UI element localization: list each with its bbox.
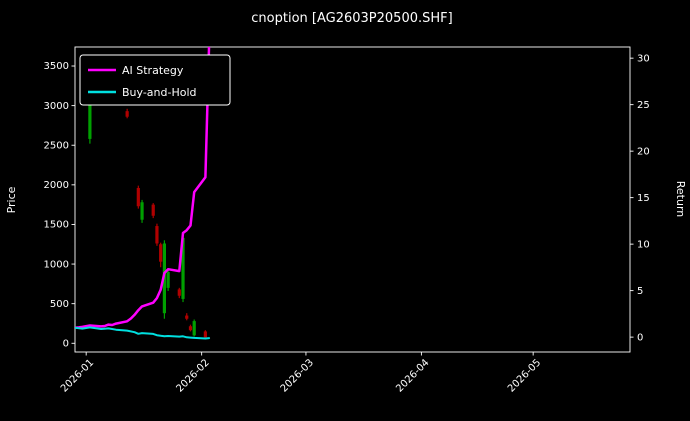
- x-axis-ticks: 2026-01 2026-02 2026-03 2026-04 2026-05: [59, 352, 543, 395]
- legend: AI Strategy Buy-and-Hold: [79, 54, 231, 106]
- left-tick-label: 500: [50, 299, 69, 310]
- series-line-1: [75, 326, 211, 340]
- candle-body: [203, 331, 207, 338]
- x-tick-label: 2026-04: [394, 357, 431, 394]
- left-tick-label: 3500: [44, 61, 69, 72]
- candle-body: [151, 204, 155, 216]
- right-tick-label: 30: [637, 53, 650, 64]
- left-tick-label: 1000: [44, 259, 69, 270]
- left-axis-label: Price: [5, 186, 18, 213]
- legend-box: [79, 54, 231, 106]
- left-tick-label: 0: [63, 338, 69, 349]
- right-tick-label: 20: [637, 146, 650, 157]
- candle-body: [177, 289, 181, 296]
- candle-body: [136, 188, 140, 207]
- plot-area-frame: [74, 46, 631, 353]
- x-tick-label: 2026-02: [174, 357, 211, 394]
- left-tick-label: 1500: [44, 220, 69, 231]
- x-tick-label: 2026-03: [279, 357, 316, 394]
- x-tick-label: 2026-01: [59, 357, 96, 394]
- candle-body: [159, 244, 163, 262]
- candle-body: [181, 237, 185, 299]
- right-tick-label: 25: [637, 100, 650, 111]
- candle-body: [192, 321, 196, 336]
- candle-body: [188, 326, 193, 331]
- left-axis-ticks: 0 500 1000 1500 2000 2500 3000 3500: [44, 61, 75, 349]
- left-tick-label: 2500: [44, 140, 69, 151]
- left-tick-label: 2000: [44, 180, 69, 191]
- right-tick-label: 10: [637, 239, 650, 250]
- candle-body: [166, 271, 170, 288]
- legend-label-buy-and-hold: Buy-and-Hold: [122, 86, 197, 99]
- candle-body: [88, 103, 92, 139]
- candle-body: [125, 111, 129, 117]
- right-tick-label: 15: [637, 193, 650, 204]
- x-tick-label: 2026-05: [506, 357, 543, 394]
- legend-label-ai-strategy: AI Strategy: [122, 64, 184, 77]
- right-axis-ticks: 0 5 10 15 20 25 30: [630, 53, 650, 343]
- chart-title: cnoption [AG2603P20500.SHF]: [251, 11, 452, 26]
- line-series: [75, 47, 211, 340]
- series-line-0: [75, 47, 211, 330]
- candle-body: [185, 315, 189, 319]
- right-tick-label: 0: [637, 332, 643, 343]
- candlestick-series: [88, 98, 207, 339]
- left-tick-label: 3000: [44, 101, 69, 112]
- candle-body: [155, 226, 159, 244]
- right-tick-label: 5: [637, 286, 643, 297]
- candle-body: [140, 202, 144, 220]
- right-axis-label: Return: [674, 181, 687, 218]
